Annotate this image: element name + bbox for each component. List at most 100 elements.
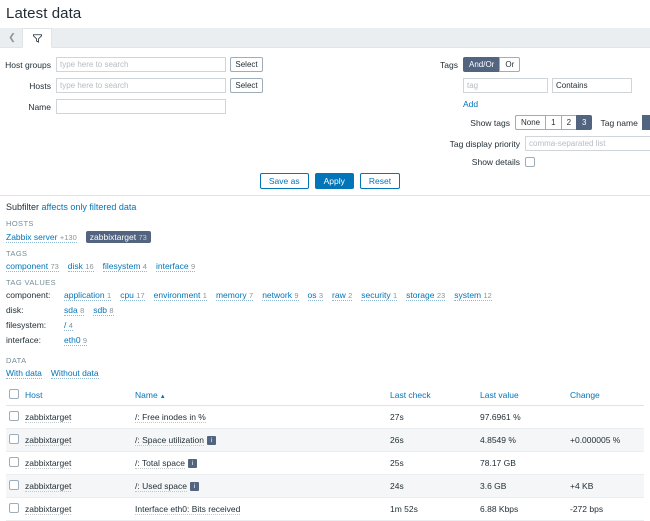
tag-name-option-clipped[interactable] bbox=[641, 115, 650, 130]
tag-values-row-disk: disk: sda 8 sdb 8 bbox=[6, 305, 644, 316]
show-tags-1[interactable]: 1 bbox=[545, 115, 561, 130]
subfilter-tag-label: filesystem bbox=[102, 261, 141, 271]
subfilter-host-zabbixtarget[interactable]: zabbixtarget 73 bbox=[85, 231, 151, 243]
row-checkbox[interactable] bbox=[9, 503, 19, 513]
filter-actions: Save as Apply Reset bbox=[0, 173, 650, 189]
tag-value-os[interactable]: os 3 bbox=[307, 290, 324, 301]
column-last-value[interactable]: Last value bbox=[477, 385, 567, 406]
chevron-left-icon[interactable]: ❮ bbox=[8, 31, 16, 42]
subfilter-tag-label: component bbox=[6, 261, 49, 271]
tag-value-application[interactable]: application 1 bbox=[64, 290, 112, 301]
column-name[interactable]: Name ▲ bbox=[132, 385, 387, 406]
row-name[interactable]: /: Total space i bbox=[132, 451, 387, 475]
subfilter-tag-count: 16 bbox=[85, 262, 94, 271]
tags-operator-or[interactable]: Or bbox=[499, 57, 521, 72]
data-section: DATA With data Without data Host Name ▲ L… bbox=[0, 354, 650, 521]
tab-filter[interactable] bbox=[22, 28, 52, 48]
subfilter-tag-component[interactable]: component 73 bbox=[6, 261, 59, 272]
tag-value-security[interactable]: security 1 bbox=[361, 290, 398, 301]
reset-button[interactable]: Reset bbox=[359, 173, 401, 189]
tag-value-memory[interactable]: memory 7 bbox=[215, 290, 254, 301]
row-name[interactable]: /: Used space i bbox=[132, 474, 387, 498]
subfilter-tag-count: 73 bbox=[50, 262, 59, 271]
row-checkbox[interactable] bbox=[9, 457, 19, 467]
show-tags-none[interactable]: None bbox=[515, 115, 546, 130]
subfilter-tag-filesystem[interactable]: filesystem 4 bbox=[102, 261, 147, 272]
table-row: zabbixtarget /: Free inodes in % 27s 97.… bbox=[6, 405, 644, 429]
column-change[interactable]: Change bbox=[567, 385, 644, 406]
row-host[interactable]: zabbixtarget bbox=[22, 474, 132, 498]
tag-values-row-filesystem: filesystem: / 4 bbox=[6, 320, 644, 331]
sort-asc-icon: ▲ bbox=[159, 394, 166, 400]
show-details-checkbox[interactable] bbox=[525, 157, 535, 167]
tag-name-input[interactable] bbox=[463, 78, 548, 93]
field-host-groups: Host groups Select bbox=[0, 57, 435, 72]
row-name[interactable]: Interface eth0: Bits received bbox=[132, 497, 387, 521]
row-name[interactable]: /: Space utilization i bbox=[132, 428, 387, 452]
add-tag-link[interactable]: Add bbox=[463, 99, 479, 109]
field-name: Name bbox=[0, 99, 435, 114]
subfilter-tag-interface[interactable]: interface 9 bbox=[155, 261, 196, 272]
row-checkbox[interactable] bbox=[9, 434, 19, 444]
tag-value-environment[interactable]: environment 1 bbox=[153, 290, 207, 301]
link-without-data[interactable]: Without data bbox=[50, 368, 99, 379]
subfilter-tags-title: TAGS bbox=[6, 249, 28, 258]
row-host[interactable]: zabbixtarget bbox=[22, 428, 132, 452]
tag-value-root[interactable]: / 4 bbox=[64, 320, 73, 331]
subfilter-host-label: zabbixtarget bbox=[89, 232, 137, 242]
latest-data-table: Host Name ▲ Last check Last value Change … bbox=[6, 385, 644, 521]
info-icon[interactable]: i bbox=[206, 436, 216, 445]
show-tags-3[interactable]: 3 bbox=[576, 115, 593, 130]
tag-values-list: eth0 9 bbox=[64, 335, 88, 346]
hosts-select-button[interactable]: Select bbox=[230, 78, 263, 93]
table-row: zabbixtarget /: Total space i 25s 78.17 G… bbox=[6, 451, 644, 475]
row-name[interactable]: /: Free inodes in % bbox=[132, 405, 387, 429]
host-groups-select-button[interactable]: Select bbox=[230, 57, 263, 72]
tag-value-sda[interactable]: sda 8 bbox=[64, 305, 85, 316]
tag-values-key: component: bbox=[6, 290, 51, 300]
tag-value-eth0[interactable]: eth0 9 bbox=[64, 335, 88, 346]
subfilter-tags-group: TAGS component 73 disk 16 filesystem 4 i… bbox=[6, 249, 644, 272]
apply-button[interactable]: Apply bbox=[314, 173, 354, 189]
subfilter-tags-items: component 73 disk 16 filesystem 4 interf… bbox=[6, 261, 644, 272]
subfilter-hosts-group: HOSTS Zabbix server +130 zabbixtarget 73 bbox=[6, 219, 644, 243]
show-details-label: Show details bbox=[471, 157, 520, 167]
field-show-details: Show details bbox=[435, 157, 650, 167]
save-as-button[interactable]: Save as bbox=[259, 173, 309, 189]
tag-value-network[interactable]: network 9 bbox=[262, 290, 299, 301]
tag-value-raw[interactable]: raw 2 bbox=[332, 290, 353, 301]
show-tags-group: None 1 2 3 bbox=[515, 115, 593, 130]
tag-value-sdb[interactable]: sdb 8 bbox=[93, 305, 114, 316]
tags-operator-andor[interactable]: And/Or bbox=[463, 57, 500, 72]
row-last-check: 27s bbox=[387, 405, 477, 429]
row-host[interactable]: zabbixtarget bbox=[22, 497, 132, 521]
row-host[interactable]: zabbixtarget bbox=[22, 451, 132, 475]
hosts-label: Hosts bbox=[29, 80, 51, 91]
show-tags-2[interactable]: 2 bbox=[560, 115, 577, 130]
tag-value-storage[interactable]: storage 23 bbox=[406, 290, 446, 301]
host-groups-input[interactable] bbox=[56, 57, 226, 72]
tag-display-priority-input[interactable] bbox=[525, 136, 650, 151]
link-with-data[interactable]: With data bbox=[6, 368, 42, 379]
row-change bbox=[567, 451, 644, 475]
column-host[interactable]: Host bbox=[22, 385, 132, 406]
column-last-check[interactable]: Last check bbox=[387, 385, 477, 406]
row-checkbox[interactable] bbox=[9, 411, 19, 421]
row-host[interactable]: zabbixtarget bbox=[22, 405, 132, 429]
tag-values-key: filesystem: bbox=[6, 320, 47, 330]
info-icon[interactable]: i bbox=[187, 459, 197, 468]
name-input[interactable] bbox=[56, 99, 226, 114]
tag-value-cpu[interactable]: cpu 17 bbox=[120, 290, 145, 301]
subfilter-tag-values-group: TAG VALUES component: application 1 cpu … bbox=[6, 278, 644, 346]
subfilter-tag-disk[interactable]: disk 16 bbox=[67, 261, 94, 272]
subfilter-hosts-items: Zabbix server +130 zabbixtarget 73 bbox=[6, 231, 644, 243]
row-checkbox[interactable] bbox=[9, 480, 19, 490]
subfilter-section: Subfilter affects only filtered data HOS… bbox=[0, 196, 650, 354]
info-icon[interactable]: i bbox=[189, 482, 199, 491]
row-checkbox-cell bbox=[6, 405, 22, 429]
select-all-checkbox[interactable] bbox=[9, 389, 19, 399]
tag-value-system[interactable]: system 12 bbox=[454, 290, 492, 301]
subfilter-host-zabbix-server[interactable]: Zabbix server +130 bbox=[6, 232, 77, 243]
hosts-input[interactable] bbox=[56, 78, 226, 93]
tag-condition-select[interactable] bbox=[552, 78, 632, 93]
